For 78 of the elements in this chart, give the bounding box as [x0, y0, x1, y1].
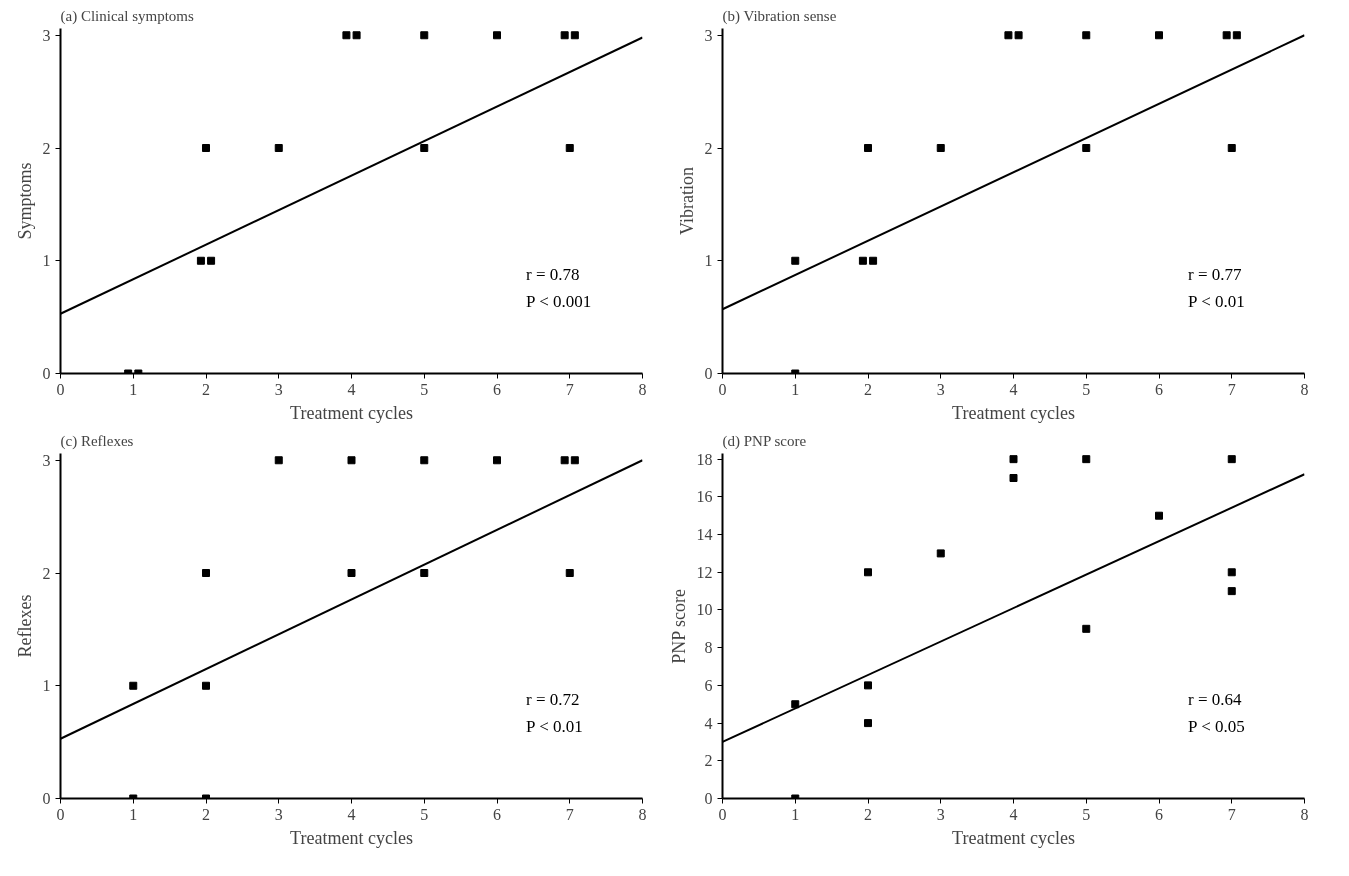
- y-axis-title: Symptoms: [14, 162, 35, 240]
- chart-title: (c) Reflexes: [60, 432, 134, 450]
- x-tick-label: 0: [56, 380, 65, 398]
- x-tick-label: 0: [56, 805, 65, 823]
- y-tick-label: 1: [42, 677, 51, 695]
- x-axis-title: Treatment cycles: [290, 402, 413, 423]
- y-tick-label: 10: [696, 601, 713, 619]
- x-tick-label: 8: [1300, 805, 1309, 823]
- y-tick-label: 2: [42, 564, 51, 582]
- y-tick-label: 0: [704, 365, 713, 382]
- x-tick-label: 5: [420, 380, 429, 398]
- y-tick-label: 3: [704, 26, 713, 44]
- y-tick-label: 8: [704, 639, 713, 657]
- y-tick-label: 18: [696, 450, 713, 468]
- y-tick-label: 0: [704, 790, 713, 807]
- x-axis-title: Treatment cycles: [952, 827, 1075, 848]
- y-tick-label: 16: [696, 488, 713, 506]
- x-tick-label: 1: [129, 380, 138, 398]
- y-tick-label: 2: [704, 139, 713, 157]
- x-tick-label: 8: [638, 380, 647, 398]
- x-tick-label: 8: [1300, 380, 1309, 398]
- x-tick-label: 4: [347, 805, 356, 823]
- y-axis-title: Vibration: [676, 167, 697, 235]
- y-axis-title: Reflexes: [14, 594, 35, 658]
- x-tick-label: 1: [791, 805, 800, 823]
- x-tick-label: 3: [274, 805, 283, 823]
- annotation: r = 0.72: [526, 689, 580, 709]
- x-tick-label: 7: [1227, 380, 1236, 398]
- chart-title: (d) PNP score: [722, 432, 807, 450]
- x-tick-label: 2: [202, 380, 210, 398]
- annotation: P < 0.001: [526, 292, 592, 312]
- x-axis-title: Treatment cycles: [290, 827, 413, 848]
- annotation: P < 0.05: [1188, 717, 1245, 737]
- x-tick-label: 6: [1155, 380, 1163, 398]
- x-axis-title: Treatment cycles: [952, 402, 1075, 423]
- x-tick-label: 5: [1082, 805, 1091, 823]
- x-tick-label: 2: [864, 805, 872, 823]
- y-tick-label: 1: [42, 252, 51, 270]
- x-tick-label: 6: [493, 805, 501, 823]
- x-tick-label: 7: [565, 380, 574, 398]
- annotation: r = 0.78: [526, 264, 580, 284]
- y-tick-label: 0: [42, 365, 51, 382]
- annotation: r = 0.77: [1188, 264, 1243, 284]
- x-tick-label: 6: [1155, 805, 1163, 823]
- x-tick-label: 4: [1009, 805, 1018, 823]
- x-tick-label: 2: [202, 805, 210, 823]
- y-tick-label: 6: [704, 676, 713, 694]
- x-tick-label: 3: [936, 805, 945, 823]
- chart-title: (b) Vibration sense: [722, 7, 837, 25]
- annotation: P < 0.01: [526, 717, 583, 737]
- x-tick-label: 7: [565, 805, 574, 823]
- y-axis-title: PNP score: [668, 588, 689, 664]
- y-tick-label: 1: [704, 252, 713, 270]
- y-tick-label: 4: [704, 714, 713, 732]
- x-tick-label: 2: [864, 380, 872, 398]
- y-tick-label: 12: [696, 563, 713, 581]
- annotation: P < 0.01: [1188, 292, 1245, 312]
- y-tick-label: 3: [42, 451, 51, 469]
- x-tick-label: 3: [274, 380, 283, 398]
- x-tick-label: 4: [1009, 380, 1018, 398]
- x-tick-label: 7: [1227, 805, 1236, 823]
- x-tick-label: 4: [347, 380, 356, 398]
- x-tick-label: 1: [129, 805, 138, 823]
- x-tick-label: 1: [791, 380, 800, 398]
- y-tick-label: 0: [42, 790, 51, 807]
- y-tick-label: 2: [704, 752, 713, 770]
- x-tick-label: 5: [1082, 380, 1091, 398]
- y-tick-label: 3: [42, 26, 51, 44]
- x-tick-label: 3: [936, 380, 945, 398]
- y-tick-label: 2: [42, 139, 51, 157]
- x-tick-label: 0: [718, 805, 727, 823]
- x-tick-label: 8: [638, 805, 647, 823]
- annotation: r = 0.64: [1188, 689, 1243, 709]
- x-tick-label: 0: [718, 380, 727, 398]
- x-tick-label: 6: [493, 380, 501, 398]
- chart-title: (a) Clinical symptoms: [60, 7, 194, 25]
- y-tick-label: 14: [696, 526, 713, 544]
- x-tick-label: 5: [420, 805, 429, 823]
